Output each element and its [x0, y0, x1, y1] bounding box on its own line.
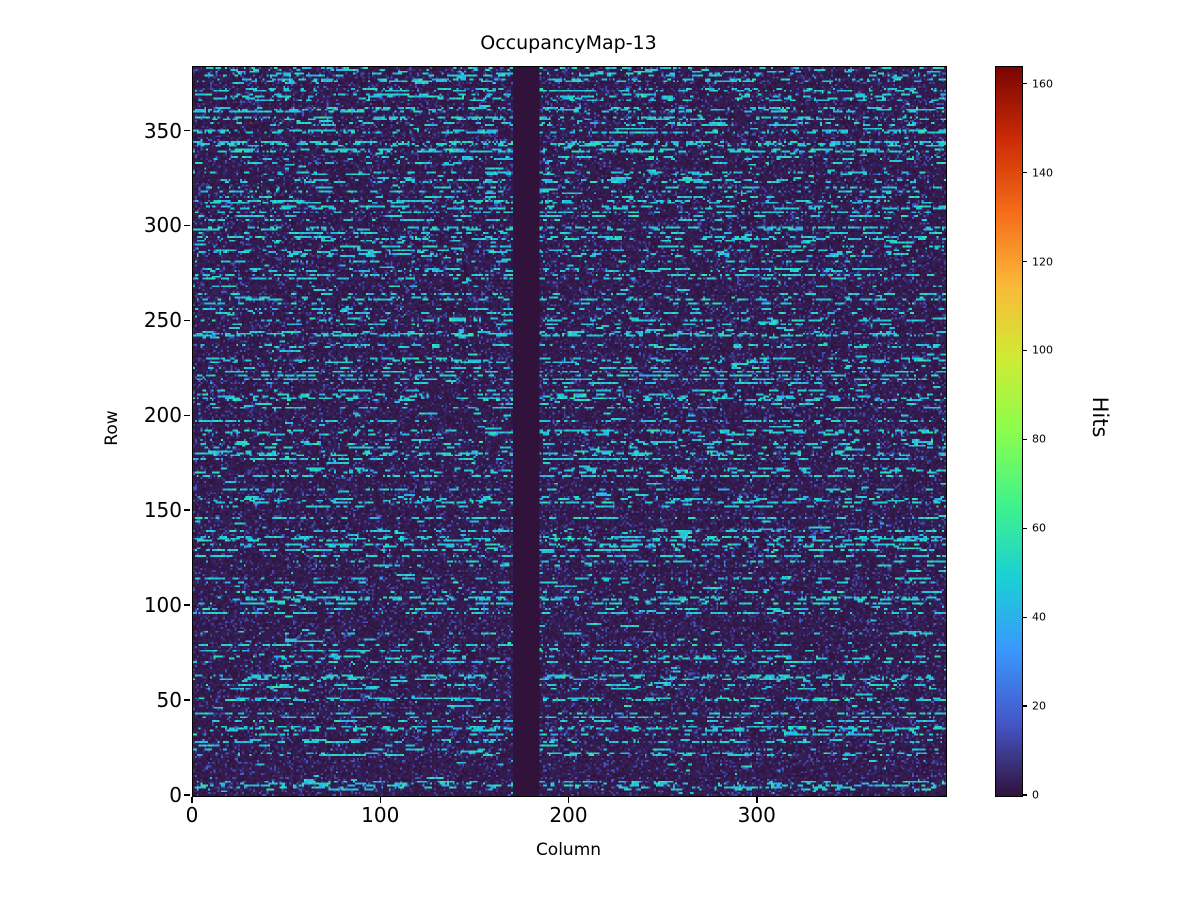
y-axis-label: Row — [102, 410, 122, 446]
y-tick-label: 150 — [143, 498, 182, 523]
colorbar-tick-mark — [1023, 172, 1027, 174]
y-tick-mark — [184, 604, 190, 606]
y-tick-mark — [184, 319, 190, 322]
x-tick-label: 0 — [185, 803, 199, 827]
colorbar-tick-mark — [1023, 260, 1027, 263]
y-tick-label: 100 — [143, 593, 182, 618]
y-tick-label: 0 — [169, 783, 182, 807]
colorbar-tick-mark — [1023, 705, 1027, 707]
colorbar-tick-label: 60 — [1032, 521, 1046, 535]
colorbar-tick-mark — [1023, 349, 1027, 352]
colorbar-tick-label: 140 — [1032, 166, 1053, 180]
colorbar-tick-mark — [1023, 794, 1027, 796]
colorbar-tick-label: 20 — [1032, 699, 1046, 713]
y-tick-label: 350 — [143, 118, 182, 143]
colorbar-tick-label: 80 — [1032, 432, 1046, 446]
x-tick-mark — [567, 797, 570, 803]
x-axis-label: Column — [535, 840, 602, 860]
colorbar — [995, 66, 1023, 797]
y-tick-label: 300 — [143, 213, 182, 238]
colorbar-label: Hits — [1088, 396, 1112, 438]
y-tick-mark — [184, 699, 190, 701]
y-tick-mark — [184, 414, 190, 417]
y-tick-label: 200 — [143, 403, 182, 428]
y-tick-mark — [184, 224, 190, 227]
colorbar-tick-mark — [1023, 527, 1027, 529]
colorbar-tick-label: 160 — [1032, 77, 1053, 91]
y-tick-label: 250 — [143, 308, 182, 333]
colorbar-tick-mark — [1023, 616, 1027, 618]
x-tick-mark — [756, 797, 758, 803]
colorbar-tick-label: 120 — [1032, 255, 1053, 269]
colorbar-tick-mark — [1023, 83, 1027, 85]
colorbar-tick-label: 100 — [1032, 343, 1053, 357]
x-tick-label: 100 — [361, 803, 400, 827]
x-tick-mark — [379, 797, 381, 803]
heatmap-plot-area — [192, 66, 947, 797]
y-tick-mark — [184, 794, 190, 796]
x-tick-mark — [191, 797, 193, 803]
colorbar-tick-mark — [1023, 438, 1027, 440]
y-tick-mark — [184, 129, 190, 132]
colorbar-tick-label: 0 — [1032, 788, 1039, 802]
y-tick-label: 50 — [156, 688, 182, 713]
heatmap-canvas — [193, 67, 946, 796]
x-tick-label: 200 — [549, 803, 588, 827]
y-tick-mark — [184, 509, 190, 511]
chart-title: OccupancyMap-13 — [480, 32, 657, 54]
x-tick-label: 300 — [737, 803, 776, 827]
colorbar-tick-label: 40 — [1032, 610, 1046, 624]
